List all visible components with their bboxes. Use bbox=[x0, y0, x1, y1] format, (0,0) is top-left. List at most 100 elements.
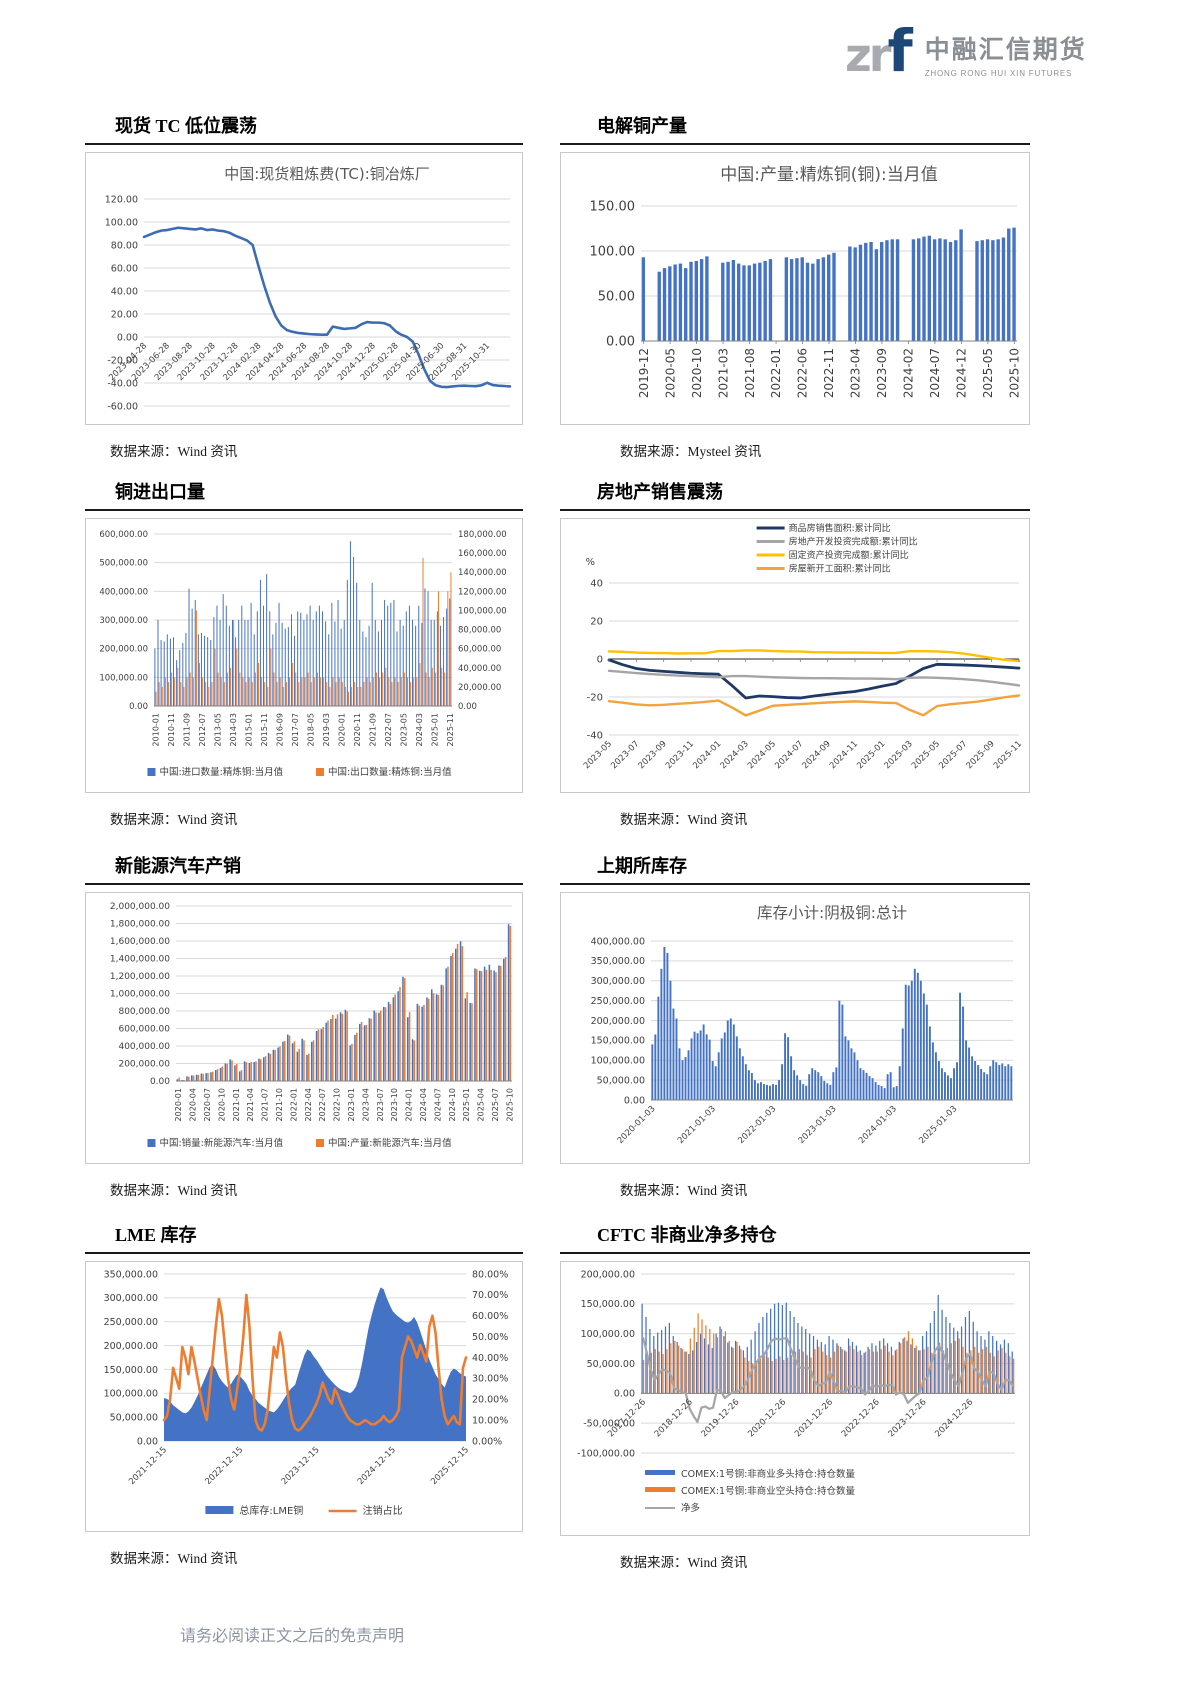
svg-text:2023-07: 2023-07 bbox=[376, 1088, 385, 1121]
section-heading: 房地产销售震荡 bbox=[560, 478, 1030, 511]
data-source: 数据来源：Wind 资讯 bbox=[110, 812, 238, 827]
svg-text:2024-01: 2024-01 bbox=[405, 1088, 414, 1121]
svg-text:0.00: 0.00 bbox=[458, 702, 477, 712]
svg-text:300,000.00: 300,000.00 bbox=[104, 1293, 158, 1304]
svg-text:2022-10: 2022-10 bbox=[333, 1088, 342, 1121]
svg-text:房屋新开工面积:累计同比: 房屋新开工面积:累计同比 bbox=[789, 563, 891, 575]
svg-text:1,000,000.00: 1,000,000.00 bbox=[110, 990, 170, 1000]
svg-text:200,000.00: 200,000.00 bbox=[581, 1269, 635, 1280]
svg-text:2025-12-15: 2025-12-15 bbox=[429, 1445, 471, 1487]
svg-text:2022-07: 2022-07 bbox=[384, 713, 393, 746]
svg-text:2021-07: 2021-07 bbox=[261, 1088, 270, 1121]
svg-text:2021-12-26: 2021-12-26 bbox=[793, 1397, 835, 1439]
svg-text:150,000.00: 150,000.00 bbox=[104, 1365, 158, 1376]
svg-text:600,000.00: 600,000.00 bbox=[118, 1025, 170, 1035]
svg-text:60.00%: 60.00% bbox=[472, 1311, 508, 1322]
svg-text:10.00%: 10.00% bbox=[472, 1415, 508, 1426]
svg-text:2025-05: 2025-05 bbox=[981, 348, 995, 398]
svg-text:2025-01-03: 2025-01-03 bbox=[917, 1104, 959, 1146]
svg-text:2025-11: 2025-11 bbox=[446, 713, 455, 746]
chart-box-real-estate: -40 -20 0 20 40% 2023-05 2023-07 2023-09 2023-11… bbox=[560, 518, 1030, 793]
svg-text:2015-11: 2015-11 bbox=[260, 713, 269, 746]
svg-text:2021-01-03: 2021-01-03 bbox=[676, 1104, 718, 1146]
svg-text:2023-04: 2023-04 bbox=[361, 1088, 370, 1121]
svg-text:1,200,000.00: 1,200,000.00 bbox=[110, 972, 170, 982]
shfe-inventory-bar-chart: 0.00 50,000.00 100,000.00 150,000.00 200,000… bbox=[591, 904, 1013, 1146]
svg-text:30.00%: 30.00% bbox=[472, 1374, 508, 1385]
svg-text:-60.00: -60.00 bbox=[107, 401, 138, 412]
svg-text:2023-01: 2023-01 bbox=[347, 1088, 356, 1121]
svg-text:160,000.00: 160,000.00 bbox=[458, 549, 507, 559]
spot-tc-line-chart: -60.00 -40.00 -20.00 0.00 20.00 40.00 60.00 80.… bbox=[105, 165, 512, 412]
svg-text:2025-03: 2025-03 bbox=[883, 739, 915, 771]
svg-text:2023-05: 2023-05 bbox=[400, 713, 409, 746]
svg-text:2025-01: 2025-01 bbox=[855, 739, 887, 771]
svg-text:COMEX:1号铜:非商业多头持仓:持仓数量: COMEX:1号铜:非商业多头持仓:持仓数量 bbox=[681, 1468, 855, 1480]
company-logo: zrf 中融汇信期货 ZHONG RONG HUI XIN FUTURES bbox=[845, 22, 1087, 80]
section-heading: 新能源汽车产销 bbox=[85, 852, 523, 885]
svg-text:2010-11: 2010-11 bbox=[167, 713, 176, 746]
svg-text:60,000.00: 60,000.00 bbox=[458, 645, 501, 655]
svg-text:350,000.00: 350,000.00 bbox=[104, 1269, 158, 1280]
svg-text:100,000.00: 100,000.00 bbox=[99, 673, 148, 683]
svg-text:250,000.00: 250,000.00 bbox=[104, 1317, 158, 1328]
svg-text:-40: -40 bbox=[587, 731, 603, 742]
svg-text:2025-05: 2025-05 bbox=[910, 739, 942, 771]
svg-text:2024-03: 2024-03 bbox=[719, 739, 751, 771]
svg-text:2024-12: 2024-12 bbox=[955, 348, 969, 398]
copper-trade-bar-chart: 0.00 100,000.00 200,000.00 300,000.00 400,00… bbox=[99, 530, 507, 778]
svg-text:2023-09: 2023-09 bbox=[875, 348, 889, 398]
section-heading: 电解铜产量 bbox=[560, 112, 1030, 145]
svg-text:0.00: 0.00 bbox=[137, 1436, 158, 1447]
section-lme-inventory: LME 库存 0.00 50,000.00 100,000.00 150,000.00… bbox=[85, 1221, 523, 1567]
svg-text:20: 20 bbox=[590, 617, 603, 628]
svg-text:2022-01-03: 2022-01-03 bbox=[736, 1104, 778, 1146]
section-cftc: CFTC 非商业净多持仓 -100,000.00 -50,000.00 0.00 50… bbox=[560, 1221, 1030, 1571]
svg-text:2025-07: 2025-07 bbox=[937, 739, 969, 771]
svg-text:2023-09: 2023-09 bbox=[637, 739, 669, 771]
svg-text:中国:进口数量:精炼铜:当月值: 中国:进口数量:精炼铜:当月值 bbox=[159, 766, 283, 778]
svg-text:商品房销售面积:累计同比: 商品房销售面积:累计同比 bbox=[789, 522, 891, 534]
svg-text:40: 40 bbox=[590, 579, 603, 590]
section-real-estate: 房地产销售震荡 -40 -20 0 20 40% 2023-05 2023-07 2023-0… bbox=[560, 478, 1030, 828]
svg-text:350,000.00: 350,000.00 bbox=[591, 956, 645, 967]
section-heading: 铜进出口量 bbox=[85, 478, 523, 511]
svg-text:2019-12: 2019-12 bbox=[637, 348, 651, 398]
svg-text:%: % bbox=[585, 557, 595, 568]
svg-text:200,000.00: 200,000.00 bbox=[104, 1341, 158, 1352]
svg-text:2022-07: 2022-07 bbox=[318, 1088, 327, 1121]
section-heading: 上期所库存 bbox=[560, 852, 1030, 885]
svg-text:2025-10: 2025-10 bbox=[505, 1088, 514, 1121]
svg-text:2020-01: 2020-01 bbox=[338, 713, 347, 746]
svg-text:2023-05: 2023-05 bbox=[582, 739, 614, 771]
svg-text:-20.00: -20.00 bbox=[107, 355, 138, 366]
svg-text:-50,000.00: -50,000.00 bbox=[583, 1418, 635, 1429]
section-heading: CFTC 非商业净多持仓 bbox=[560, 1221, 1030, 1254]
svg-text:0.00%: 0.00% bbox=[472, 1436, 502, 1447]
nev-bar-chart: 0.00 200,000.00 400,000.00 600,000.00 800,00… bbox=[110, 902, 515, 1149]
svg-text:2018-12-26: 2018-12-26 bbox=[653, 1397, 695, 1439]
svg-text:0.00: 0.00 bbox=[606, 335, 635, 350]
svg-text:2013-05: 2013-05 bbox=[213, 713, 222, 746]
svg-text:80.00%: 80.00% bbox=[472, 1269, 508, 1280]
svg-text:中国:销量:新能源汽车:当月值: 中国:销量:新能源汽车:当月值 bbox=[159, 1137, 283, 1149]
svg-text:20,000.00: 20,000.00 bbox=[458, 683, 501, 693]
real-estate-line-chart: -40 -20 0 20 40% 2023-052023-072023-092023-11… bbox=[582, 522, 1024, 771]
brand-name-cn: 中融汇信期货 bbox=[924, 35, 1087, 64]
svg-text:2024-04: 2024-04 bbox=[419, 1088, 428, 1121]
section-nev: 新能源汽车产销 0.00 200,000.00 400,000.00 600,000.… bbox=[85, 852, 523, 1199]
svg-text:250,000.00: 250,000.00 bbox=[591, 996, 645, 1007]
svg-text:50.00: 50.00 bbox=[598, 290, 635, 305]
svg-text:0.00: 0.00 bbox=[129, 702, 148, 712]
svg-text:400,000.00: 400,000.00 bbox=[118, 1042, 170, 1052]
svg-text:2019-03: 2019-03 bbox=[322, 713, 331, 746]
chart-box-refined-copper: 0.00 50.00 100.00 150.00 2019-12 2020-05 2020-… bbox=[560, 152, 1030, 425]
svg-text:500,000.00: 500,000.00 bbox=[99, 559, 148, 569]
chart-box-nev: 0.00 200,000.00 400,000.00 600,000.00 800,00… bbox=[85, 892, 523, 1164]
svg-text:2024-10: 2024-10 bbox=[448, 1088, 457, 1121]
svg-text:60.00: 60.00 bbox=[111, 263, 138, 274]
svg-text:1,600,000.00: 1,600,000.00 bbox=[110, 937, 170, 947]
logo-text: 中融汇信期货 ZHONG RONG HUI XIN FUTURES bbox=[925, 30, 1087, 78]
svg-text:50,000.00: 50,000.00 bbox=[597, 1075, 645, 1086]
svg-text:2023-12-15: 2023-12-15 bbox=[280, 1445, 322, 1487]
